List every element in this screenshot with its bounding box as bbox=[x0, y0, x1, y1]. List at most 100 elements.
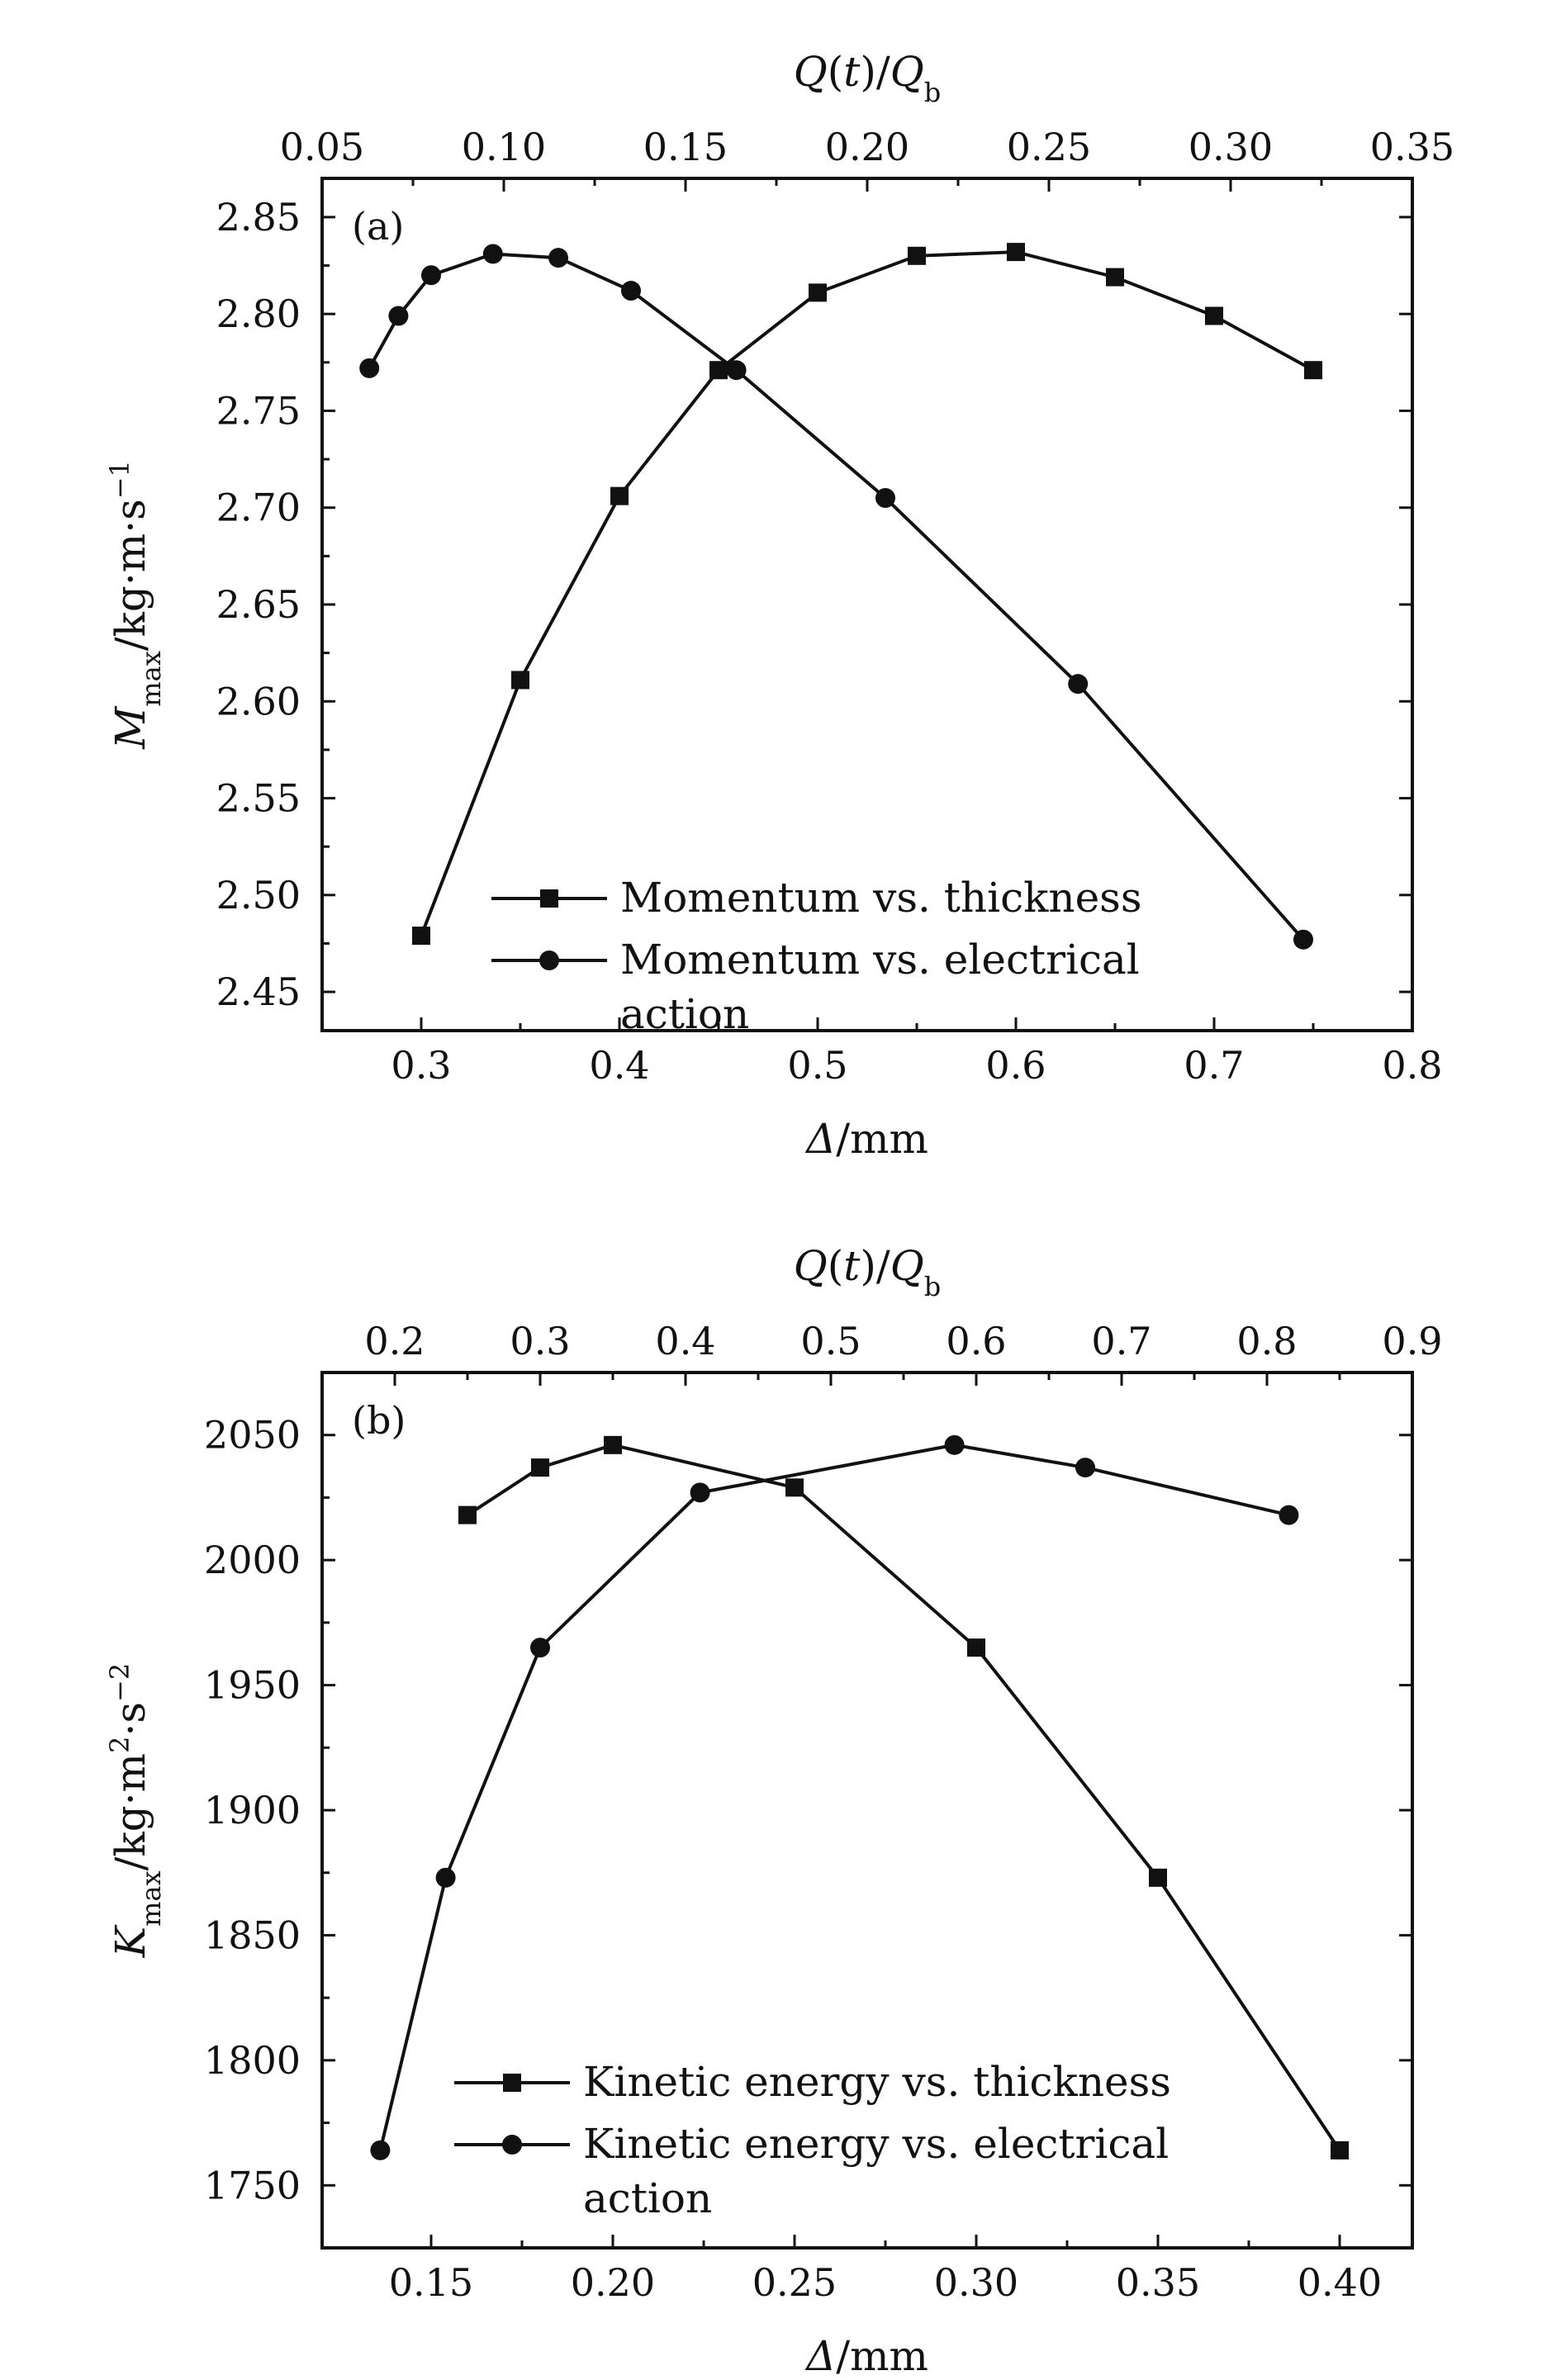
legend-label-kinetic-electrical: Kinetic energy vs. electrical action bbox=[583, 2120, 1169, 2222]
point-momentum-vs-thickness bbox=[610, 486, 629, 505]
y-tick-label: 2.55 bbox=[216, 776, 301, 821]
x2-tick-label: 0.35 bbox=[1370, 125, 1454, 169]
point-kinetic-energy-vs-electrical-action bbox=[370, 2140, 391, 2160]
x2-tick-label: 0.4 bbox=[655, 1319, 715, 1363]
y-tick-label: 1850 bbox=[204, 1913, 301, 1957]
x-tick-label: 0.15 bbox=[389, 2260, 473, 2305]
x-tick-label: 0.40 bbox=[1298, 2260, 1382, 2305]
point-momentum-vs-electrical-action bbox=[1293, 929, 1313, 950]
point-momentum-vs-electrical-action bbox=[359, 358, 380, 378]
legend-circle-marker bbox=[502, 2135, 522, 2155]
series-line-momentum-vs-electrical-action bbox=[368, 252, 1305, 941]
point-kinetic-energy-vs-thickness bbox=[1149, 1868, 1167, 1887]
x-tick-label: 0.6 bbox=[985, 1043, 1046, 1088]
y-tick-label: 1900 bbox=[204, 1788, 301, 1832]
point-kinetic-energy-vs-thickness bbox=[531, 1458, 549, 1477]
x-tick-label: 0.35 bbox=[1116, 2260, 1200, 2305]
panel-b-plot-area bbox=[370, 1434, 1349, 2160]
point-momentum-vs-electrical-action bbox=[726, 360, 747, 381]
point-momentum-vs-electrical-action bbox=[1068, 674, 1089, 695]
point-kinetic-energy-vs-thickness bbox=[604, 1435, 622, 1454]
panel-b-x-axis-title: Δ/mm bbox=[804, 2332, 928, 2380]
y-tick-label: 2.65 bbox=[216, 582, 301, 627]
panel-a-tick-labels: 0.3 0.4 0.5 0.6 0.7 0.8 0.05 0.10 0.15 0.20 0.25 0.… bbox=[216, 125, 1455, 1088]
point-kinetic-energy-vs-electrical-action bbox=[530, 1638, 550, 1658]
x2-tick-label: 0.9 bbox=[1382, 1319, 1442, 1363]
panel-a-x-axis-title: Δ/mm bbox=[804, 1115, 928, 1163]
point-momentum-vs-thickness bbox=[1205, 306, 1223, 325]
legend-square-marker bbox=[540, 889, 558, 908]
y-tick-label: 2.85 bbox=[216, 195, 301, 239]
x-tick-label: 0.30 bbox=[934, 2260, 1018, 2305]
point-kinetic-energy-vs-electrical-action bbox=[1279, 1505, 1299, 1525]
legend-label-kinetic-thickness: Kinetic energy vs. thickness bbox=[583, 2058, 1171, 2106]
point-momentum-vs-electrical-action bbox=[548, 248, 568, 268]
x-tick-label: 0.3 bbox=[391, 1043, 451, 1088]
panel-b-frame bbox=[320, 1371, 1414, 2250]
point-momentum-vs-thickness bbox=[1106, 268, 1124, 287]
point-momentum-vs-thickness bbox=[809, 283, 827, 302]
y-tick-label: 2000 bbox=[204, 1538, 301, 1582]
panel-b: 0.15 0.20 0.25 0.30 0.35 0.40 0.2 0.3 0.4 0.5 0.6 0… bbox=[104, 1242, 1443, 2380]
x2-tick-label: 0.05 bbox=[280, 125, 364, 169]
x2-tick-label: 0.6 bbox=[946, 1319, 1006, 1363]
y-tick-label: 2.80 bbox=[216, 292, 301, 336]
series-line-momentum-vs-thickness bbox=[420, 250, 1314, 936]
y-tick-label: 2.45 bbox=[216, 970, 301, 1014]
x2-tick-label: 0.20 bbox=[825, 125, 909, 169]
y-tick-label: 2050 bbox=[204, 1413, 301, 1458]
panel-a: 0.3 0.4 0.5 0.6 0.7 0.8 0.05 0.10 0.15 0.20 0.25 0.… bbox=[104, 48, 1454, 1163]
y-tick-label: 2.75 bbox=[216, 388, 301, 433]
panel-b-label: (b) bbox=[352, 1398, 406, 1443]
y-tick-label: 1950 bbox=[204, 1663, 301, 1708]
panel-b-tick-labels: 0.15 0.20 0.25 0.30 0.35 0.40 0.2 0.3 0.4 0.5 0.6 0… bbox=[204, 1319, 1443, 2305]
x2-tick-label: 0.7 bbox=[1091, 1319, 1151, 1363]
point-kinetic-energy-vs-electrical-action bbox=[435, 1867, 456, 1888]
legend-label-momentum-electrical: Momentum vs. electrical action bbox=[620, 936, 1140, 1038]
point-kinetic-energy-vs-thickness bbox=[458, 1505, 477, 1524]
x-tick-label: 0.25 bbox=[752, 2260, 837, 2305]
x-tick-label: 0.5 bbox=[787, 1043, 847, 1088]
point-kinetic-energy-vs-thickness bbox=[967, 1638, 985, 1657]
point-momentum-vs-electrical-action bbox=[388, 306, 409, 326]
x-tick-label: 0.20 bbox=[571, 2260, 655, 2305]
point-kinetic-energy-vs-thickness bbox=[785, 1478, 804, 1497]
panel-a-legend: Momentum vs. thickness Momentum vs. elec… bbox=[491, 874, 1142, 1038]
y-tick-label: 2.50 bbox=[216, 873, 301, 917]
y-tick-label: 2.70 bbox=[216, 486, 301, 530]
x2-tick-label: 0.10 bbox=[462, 125, 546, 169]
y-tick-label: 2.60 bbox=[216, 679, 301, 723]
point-momentum-vs-thickness bbox=[908, 246, 926, 265]
point-momentum-vs-thickness bbox=[709, 361, 728, 380]
series-line-kinetic-energy-vs-thickness bbox=[466, 1443, 1341, 2152]
x2-tick-label: 0.25 bbox=[1007, 125, 1091, 169]
panel-b-y-axis-title: Kmax/kg·m2·s−2 bbox=[104, 1663, 167, 1958]
y-tick-label: 1800 bbox=[204, 2038, 301, 2083]
x2-tick-label: 0.8 bbox=[1236, 1319, 1297, 1363]
x-tick-label: 0.8 bbox=[1382, 1043, 1442, 1088]
point-momentum-vs-thickness bbox=[511, 671, 529, 690]
x-tick-label: 0.4 bbox=[589, 1043, 649, 1088]
point-momentum-vs-thickness bbox=[1007, 243, 1025, 262]
x-tick-label: 0.7 bbox=[1184, 1043, 1244, 1088]
panel-b-legend: Kinetic energy vs. thickness Kinetic ene… bbox=[454, 2058, 1171, 2222]
point-kinetic-energy-vs-electrical-action bbox=[1075, 1458, 1095, 1478]
panel-a-plot-area bbox=[359, 243, 1322, 950]
point-kinetic-energy-vs-electrical-action bbox=[690, 1482, 710, 1503]
panel-a-top-axis-title: Q(t)/Qb bbox=[794, 48, 941, 108]
series-line-kinetic-energy-vs-electrical-action bbox=[378, 1443, 1289, 2151]
x2-tick-label: 0.3 bbox=[510, 1319, 570, 1363]
y-tick-label: 1750 bbox=[204, 2163, 301, 2207]
x2-tick-label: 0.2 bbox=[364, 1319, 425, 1363]
legend-label-momentum-thickness: Momentum vs. thickness bbox=[620, 874, 1142, 922]
point-kinetic-energy-vs-thickness bbox=[1331, 2141, 1349, 2160]
legend-circle-marker bbox=[539, 951, 559, 970]
panel-a-y-axis-title: Mmax/kg·m·s−1 bbox=[104, 460, 167, 750]
x2-tick-label: 0.5 bbox=[800, 1319, 861, 1363]
point-momentum-vs-electrical-action bbox=[875, 488, 895, 508]
point-momentum-vs-electrical-action bbox=[621, 281, 641, 301]
legend-square-marker bbox=[503, 2074, 521, 2092]
point-momentum-vs-thickness bbox=[1304, 361, 1322, 380]
x2-tick-label: 0.15 bbox=[643, 125, 728, 169]
